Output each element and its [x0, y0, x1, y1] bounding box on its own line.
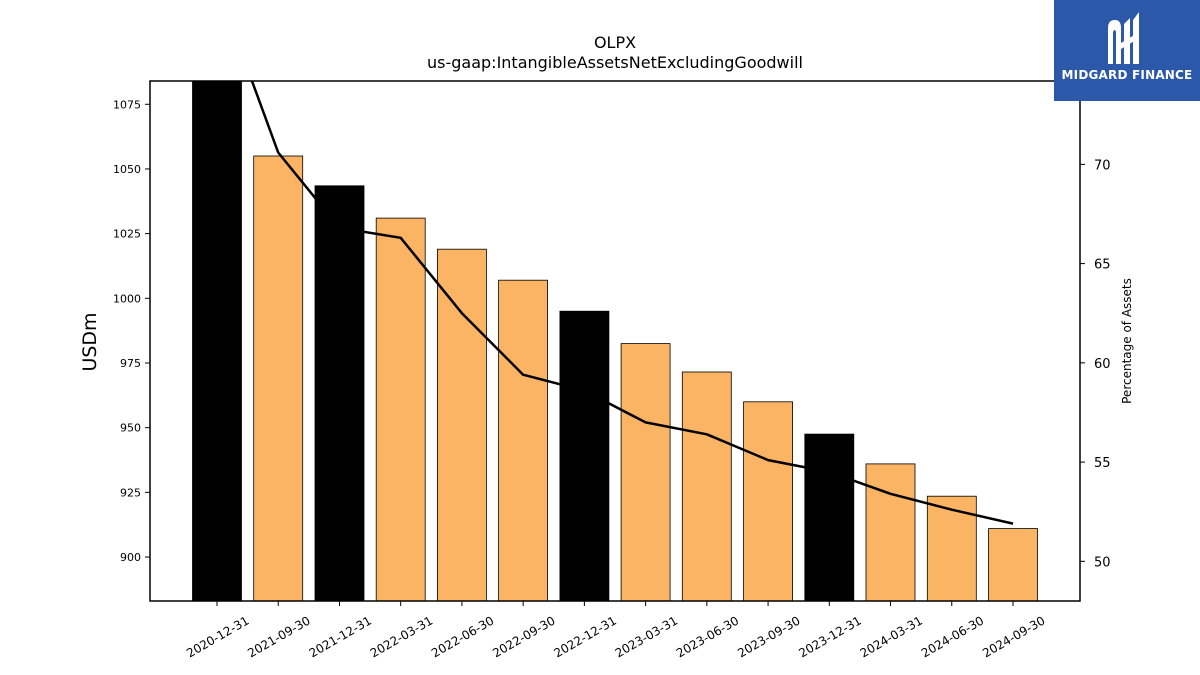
x-tick-label: 2024-09-30: [980, 613, 1047, 660]
percentage-line: [250, 81, 1014, 525]
x-tick-label: 2020-12-31: [184, 613, 251, 660]
x-tick-label: 2021-09-30: [245, 613, 312, 660]
y-tick-label: 950: [120, 422, 141, 435]
y2-tick-label: 70: [1094, 158, 1111, 173]
bar: [620, 343, 671, 601]
x-tick-label: 2023-12-31: [796, 613, 863, 660]
chart-subtitle: us-gaap:IntangibleAssetsNetExcludingGood…: [427, 53, 803, 72]
logo: MIDGARD FINANCE: [1054, 0, 1200, 101]
x-tick-label: 2024-06-30: [919, 613, 986, 660]
bar: [559, 310, 610, 601]
x-tick-label: 2022-12-31: [551, 613, 618, 660]
bar: [988, 528, 1038, 601]
y2-axis-label: Percentage of Assets: [1120, 278, 1134, 404]
y-tick-label: 925: [120, 486, 141, 499]
x-tick-label: 2023-09-30: [735, 613, 802, 660]
bar: [498, 279, 549, 601]
plot-frame: [149, 80, 1081, 602]
bar: [804, 433, 855, 601]
x-tick-label: 2023-06-30: [674, 613, 741, 660]
y2-tick-label: 50: [1094, 555, 1111, 570]
y-tick-label: 975: [120, 357, 141, 370]
bar: [436, 248, 487, 601]
chart-title: OLPX: [594, 33, 636, 52]
bar: [375, 217, 426, 601]
y-tick-label: 1075: [113, 98, 141, 111]
x-tick-label: 2021-12-31: [307, 613, 374, 660]
bar: [192, 81, 242, 601]
bar: [314, 185, 365, 601]
y2-tick-label: 60: [1094, 357, 1111, 372]
bar: [743, 401, 793, 601]
x-tick-label: 2022-03-31: [368, 613, 435, 660]
midgard-logo-icon: [1108, 12, 1139, 64]
y-tick-label: 1025: [113, 228, 141, 241]
x-tick-label: 2022-09-30: [490, 613, 557, 660]
y-axis-label: USDm: [79, 312, 101, 371]
bar: [253, 155, 304, 601]
x-tick-label: 2024-03-31: [858, 613, 925, 660]
bar: [865, 463, 916, 601]
y2-tick-label: 55: [1094, 456, 1111, 471]
y-tick-label: 900: [120, 551, 141, 564]
bar: [681, 371, 732, 601]
x-tick-label: 2023-03-31: [613, 613, 680, 660]
y2-tick-label: 65: [1094, 258, 1111, 273]
bar: [926, 495, 977, 601]
y-tick-label: 1050: [113, 163, 141, 176]
x-tick-label: 2022-06-30: [429, 613, 496, 660]
y-tick-label: 1000: [113, 292, 141, 305]
logo-text: MIDGARD FINANCE: [1061, 68, 1193, 82]
